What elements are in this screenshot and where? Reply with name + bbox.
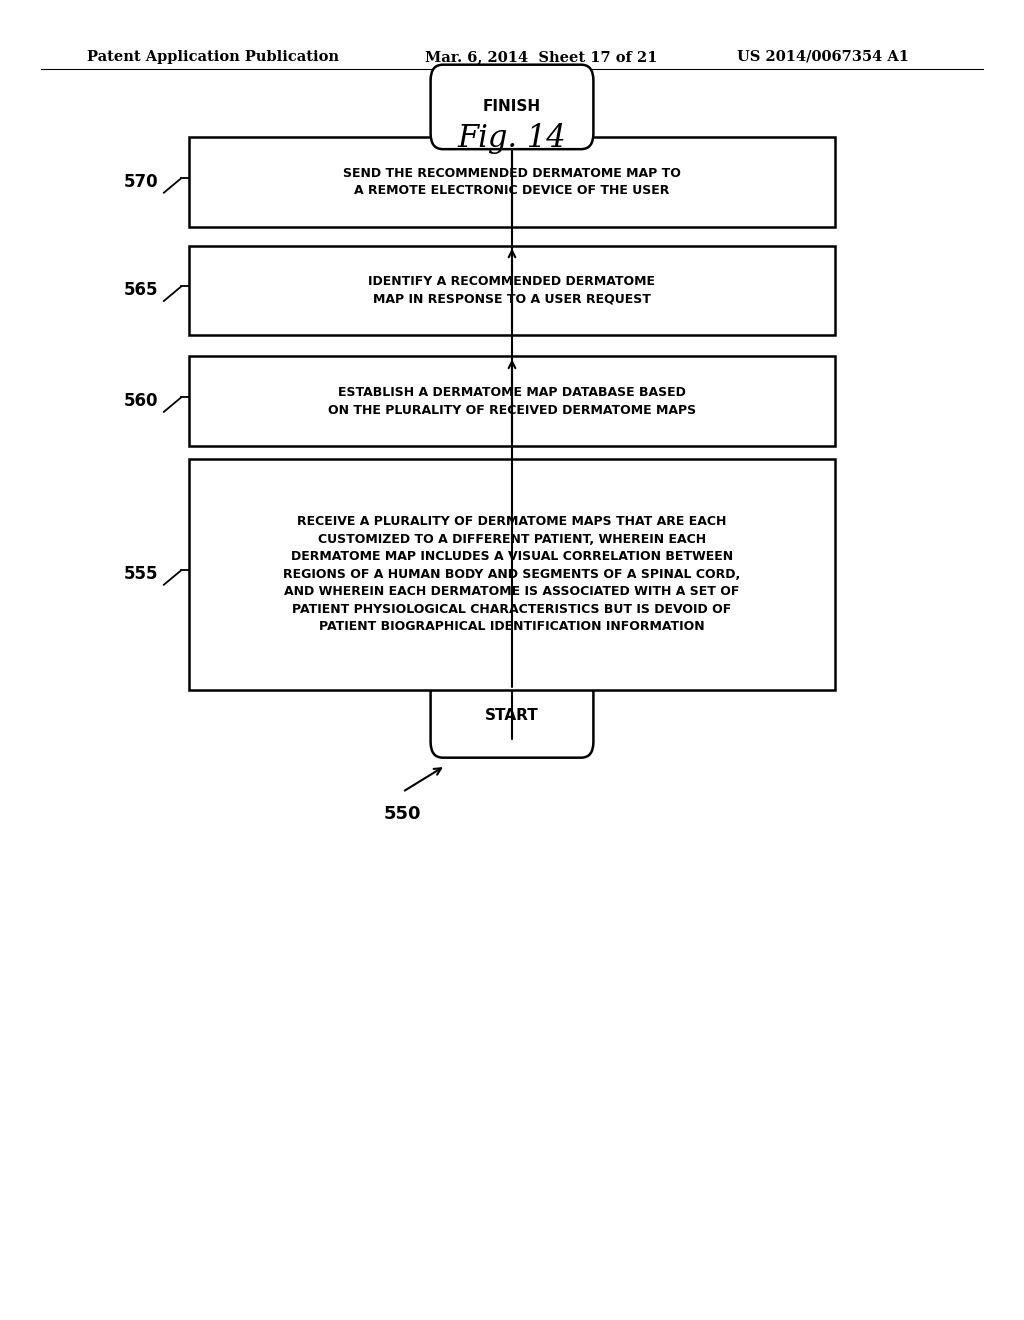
Text: Patent Application Publication: Patent Application Publication — [87, 50, 339, 63]
Text: RECEIVE A PLURALITY OF DERMATOME MAPS THAT ARE EACH
CUSTOMIZED TO A DIFFERENT PA: RECEIVE A PLURALITY OF DERMATOME MAPS TH… — [284, 515, 740, 634]
Text: START: START — [485, 708, 539, 723]
FancyBboxPatch shape — [189, 459, 835, 689]
Text: 555: 555 — [124, 565, 159, 583]
Text: 565: 565 — [124, 281, 159, 300]
Text: Fig. 14: Fig. 14 — [458, 123, 566, 154]
Text: IDENTIFY A RECOMMENDED DERMATOME
MAP IN RESPONSE TO A USER REQUEST: IDENTIFY A RECOMMENDED DERMATOME MAP IN … — [369, 275, 655, 306]
FancyBboxPatch shape — [430, 65, 594, 149]
Text: 560: 560 — [124, 392, 159, 411]
Text: 550: 550 — [384, 805, 422, 824]
FancyBboxPatch shape — [189, 137, 835, 227]
FancyBboxPatch shape — [430, 673, 594, 758]
Text: FINISH: FINISH — [483, 99, 541, 115]
Text: US 2014/0067354 A1: US 2014/0067354 A1 — [737, 50, 909, 63]
FancyBboxPatch shape — [189, 356, 835, 446]
Text: Mar. 6, 2014  Sheet 17 of 21: Mar. 6, 2014 Sheet 17 of 21 — [425, 50, 657, 63]
Text: SEND THE RECOMMENDED DERMATOME MAP TO
A REMOTE ELECTRONIC DEVICE OF THE USER: SEND THE RECOMMENDED DERMATOME MAP TO A … — [343, 166, 681, 198]
Text: 570: 570 — [124, 173, 159, 191]
Text: ESTABLISH A DERMATOME MAP DATABASE BASED
ON THE PLURALITY OF RECEIVED DERMATOME : ESTABLISH A DERMATOME MAP DATABASE BASED… — [328, 385, 696, 417]
FancyBboxPatch shape — [189, 246, 835, 335]
